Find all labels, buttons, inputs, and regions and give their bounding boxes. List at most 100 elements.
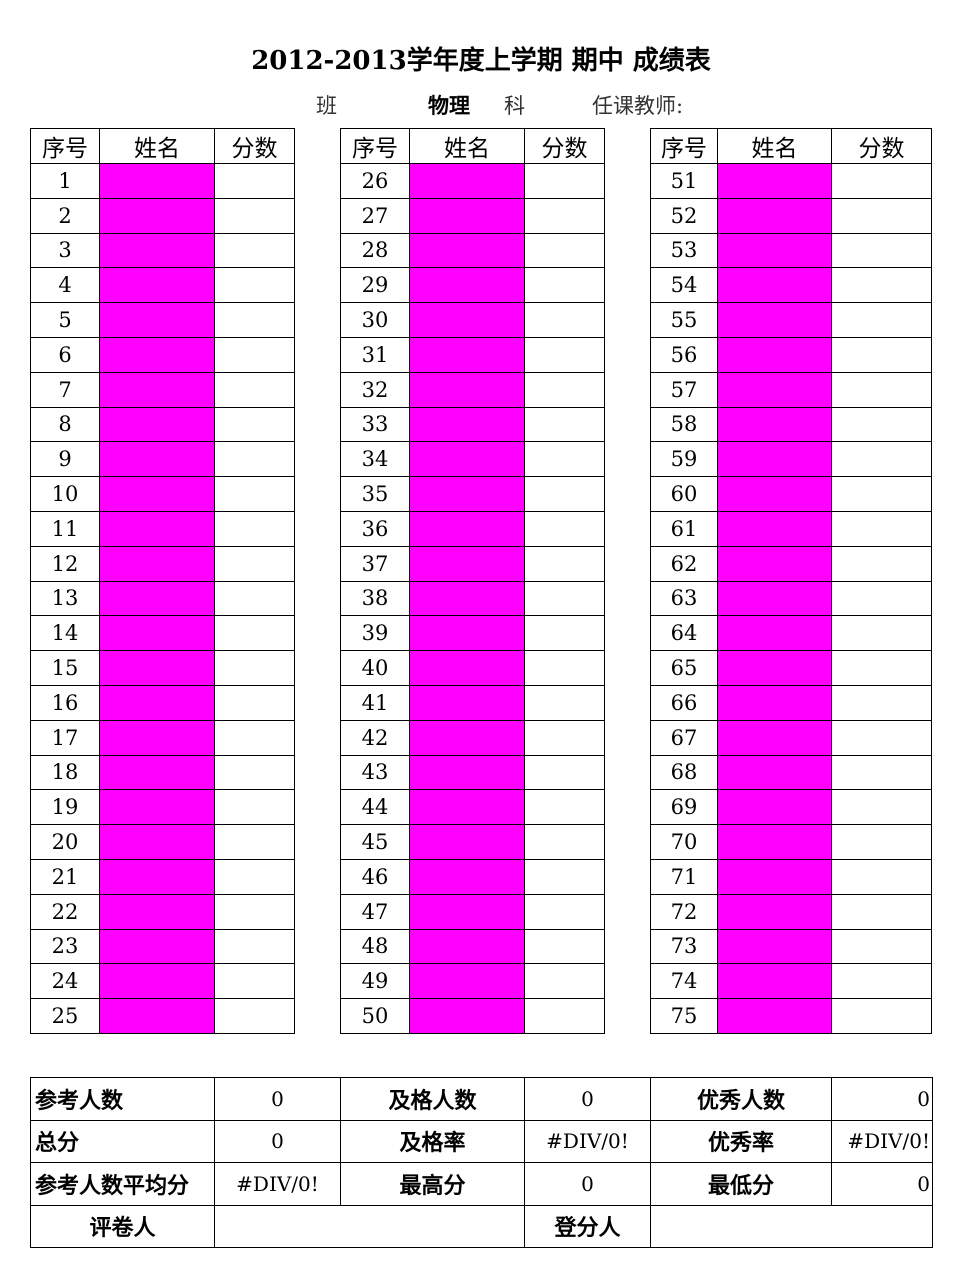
name-cell[interactable] bbox=[717, 824, 832, 860]
score-cell[interactable] bbox=[524, 754, 605, 791]
score-cell[interactable] bbox=[524, 684, 605, 721]
name-cell[interactable] bbox=[99, 719, 215, 756]
score-cell[interactable] bbox=[214, 476, 295, 512]
name-cell[interactable] bbox=[717, 232, 832, 269]
score-cell[interactable] bbox=[214, 232, 295, 269]
name-cell[interactable] bbox=[99, 232, 215, 269]
score-cell[interactable] bbox=[214, 302, 295, 338]
score-cell[interactable] bbox=[831, 232, 932, 269]
score-cell[interactable] bbox=[831, 163, 932, 199]
name-cell[interactable] bbox=[409, 789, 525, 826]
excellent-rate-value[interactable]: #DIV/0! bbox=[831, 1119, 933, 1163]
score-cell[interactable] bbox=[214, 858, 295, 895]
name-cell[interactable] bbox=[717, 476, 832, 512]
score-cell[interactable] bbox=[214, 163, 295, 199]
score-cell[interactable] bbox=[524, 928, 605, 965]
examinees-value[interactable]: 0 bbox=[214, 1077, 341, 1121]
name-cell[interactable] bbox=[717, 371, 832, 408]
score-cell[interactable] bbox=[524, 963, 605, 1000]
score-cell[interactable] bbox=[831, 336, 932, 373]
score-cell[interactable] bbox=[831, 545, 932, 582]
name-cell[interactable] bbox=[409, 650, 525, 686]
name-cell[interactable] bbox=[99, 163, 215, 199]
name-cell[interactable] bbox=[99, 893, 215, 930]
score-cell[interactable] bbox=[214, 754, 295, 791]
name-cell[interactable] bbox=[409, 963, 525, 1000]
score-cell[interactable] bbox=[524, 197, 605, 234]
name-cell[interactable] bbox=[409, 163, 525, 199]
name-cell[interactable] bbox=[717, 650, 832, 686]
name-cell[interactable] bbox=[99, 754, 215, 791]
name-cell[interactable] bbox=[99, 336, 215, 373]
name-cell[interactable] bbox=[99, 824, 215, 860]
name-cell[interactable] bbox=[717, 789, 832, 826]
score-cell[interactable] bbox=[831, 684, 932, 721]
score-cell[interactable] bbox=[831, 371, 932, 408]
name-cell[interactable] bbox=[717, 858, 832, 895]
score-cell[interactable] bbox=[831, 615, 932, 652]
score-cell[interactable] bbox=[831, 963, 932, 1000]
score-cell[interactable] bbox=[831, 441, 932, 478]
min-value[interactable]: 0 bbox=[831, 1162, 933, 1206]
name-cell[interactable] bbox=[99, 684, 215, 721]
score-cell[interactable] bbox=[524, 789, 605, 826]
score-cell[interactable] bbox=[524, 650, 605, 686]
score-cell[interactable] bbox=[214, 267, 295, 304]
score-cell[interactable] bbox=[524, 893, 605, 930]
score-cell[interactable] bbox=[524, 371, 605, 408]
name-cell[interactable] bbox=[99, 371, 215, 408]
name-cell[interactable] bbox=[409, 719, 525, 756]
score-cell[interactable] bbox=[214, 719, 295, 756]
score-cell[interactable] bbox=[214, 650, 295, 686]
average-value[interactable]: #DIV/0! bbox=[214, 1162, 341, 1206]
score-cell[interactable] bbox=[524, 406, 605, 443]
score-cell[interactable] bbox=[214, 684, 295, 721]
name-cell[interactable] bbox=[717, 336, 832, 373]
score-cell[interactable] bbox=[831, 267, 932, 304]
name-cell[interactable] bbox=[409, 858, 525, 895]
name-cell[interactable] bbox=[717, 197, 832, 234]
name-cell[interactable] bbox=[717, 719, 832, 756]
grader-cell[interactable] bbox=[214, 1204, 525, 1248]
name-cell[interactable] bbox=[717, 615, 832, 652]
score-cell[interactable] bbox=[831, 406, 932, 443]
score-cell[interactable] bbox=[831, 858, 932, 895]
name-cell[interactable] bbox=[409, 893, 525, 930]
name-cell[interactable] bbox=[717, 267, 832, 304]
score-cell[interactable] bbox=[524, 719, 605, 756]
pass-count-value[interactable]: 0 bbox=[524, 1077, 651, 1121]
score-cell[interactable] bbox=[831, 580, 932, 617]
score-cell[interactable] bbox=[831, 650, 932, 686]
name-cell[interactable] bbox=[409, 336, 525, 373]
name-cell[interactable] bbox=[409, 928, 525, 965]
name-cell[interactable] bbox=[99, 963, 215, 1000]
name-cell[interactable] bbox=[717, 684, 832, 721]
name-cell[interactable] bbox=[717, 163, 832, 199]
name-cell[interactable] bbox=[99, 580, 215, 617]
name-cell[interactable] bbox=[409, 580, 525, 617]
score-cell[interactable] bbox=[831, 510, 932, 547]
name-cell[interactable] bbox=[717, 928, 832, 965]
score-cell[interactable] bbox=[524, 615, 605, 652]
score-cell[interactable] bbox=[214, 441, 295, 478]
name-cell[interactable] bbox=[409, 267, 525, 304]
name-cell[interactable] bbox=[409, 232, 525, 269]
total-value[interactable]: 0 bbox=[214, 1119, 341, 1163]
name-cell[interactable] bbox=[409, 476, 525, 512]
score-cell[interactable] bbox=[214, 406, 295, 443]
score-cell[interactable] bbox=[524, 267, 605, 304]
name-cell[interactable] bbox=[99, 197, 215, 234]
name-cell[interactable] bbox=[99, 510, 215, 547]
score-cell[interactable] bbox=[214, 963, 295, 1000]
name-cell[interactable] bbox=[409, 197, 525, 234]
name-cell[interactable] bbox=[717, 893, 832, 930]
score-cell[interactable] bbox=[214, 928, 295, 965]
name-cell[interactable] bbox=[99, 928, 215, 965]
name-cell[interactable] bbox=[99, 789, 215, 826]
score-cell[interactable] bbox=[214, 824, 295, 860]
score-cell[interactable] bbox=[214, 615, 295, 652]
name-cell[interactable] bbox=[717, 963, 832, 1000]
recorder-cell[interactable] bbox=[650, 1204, 933, 1248]
score-cell[interactable] bbox=[831, 824, 932, 860]
score-cell[interactable] bbox=[524, 998, 605, 1034]
